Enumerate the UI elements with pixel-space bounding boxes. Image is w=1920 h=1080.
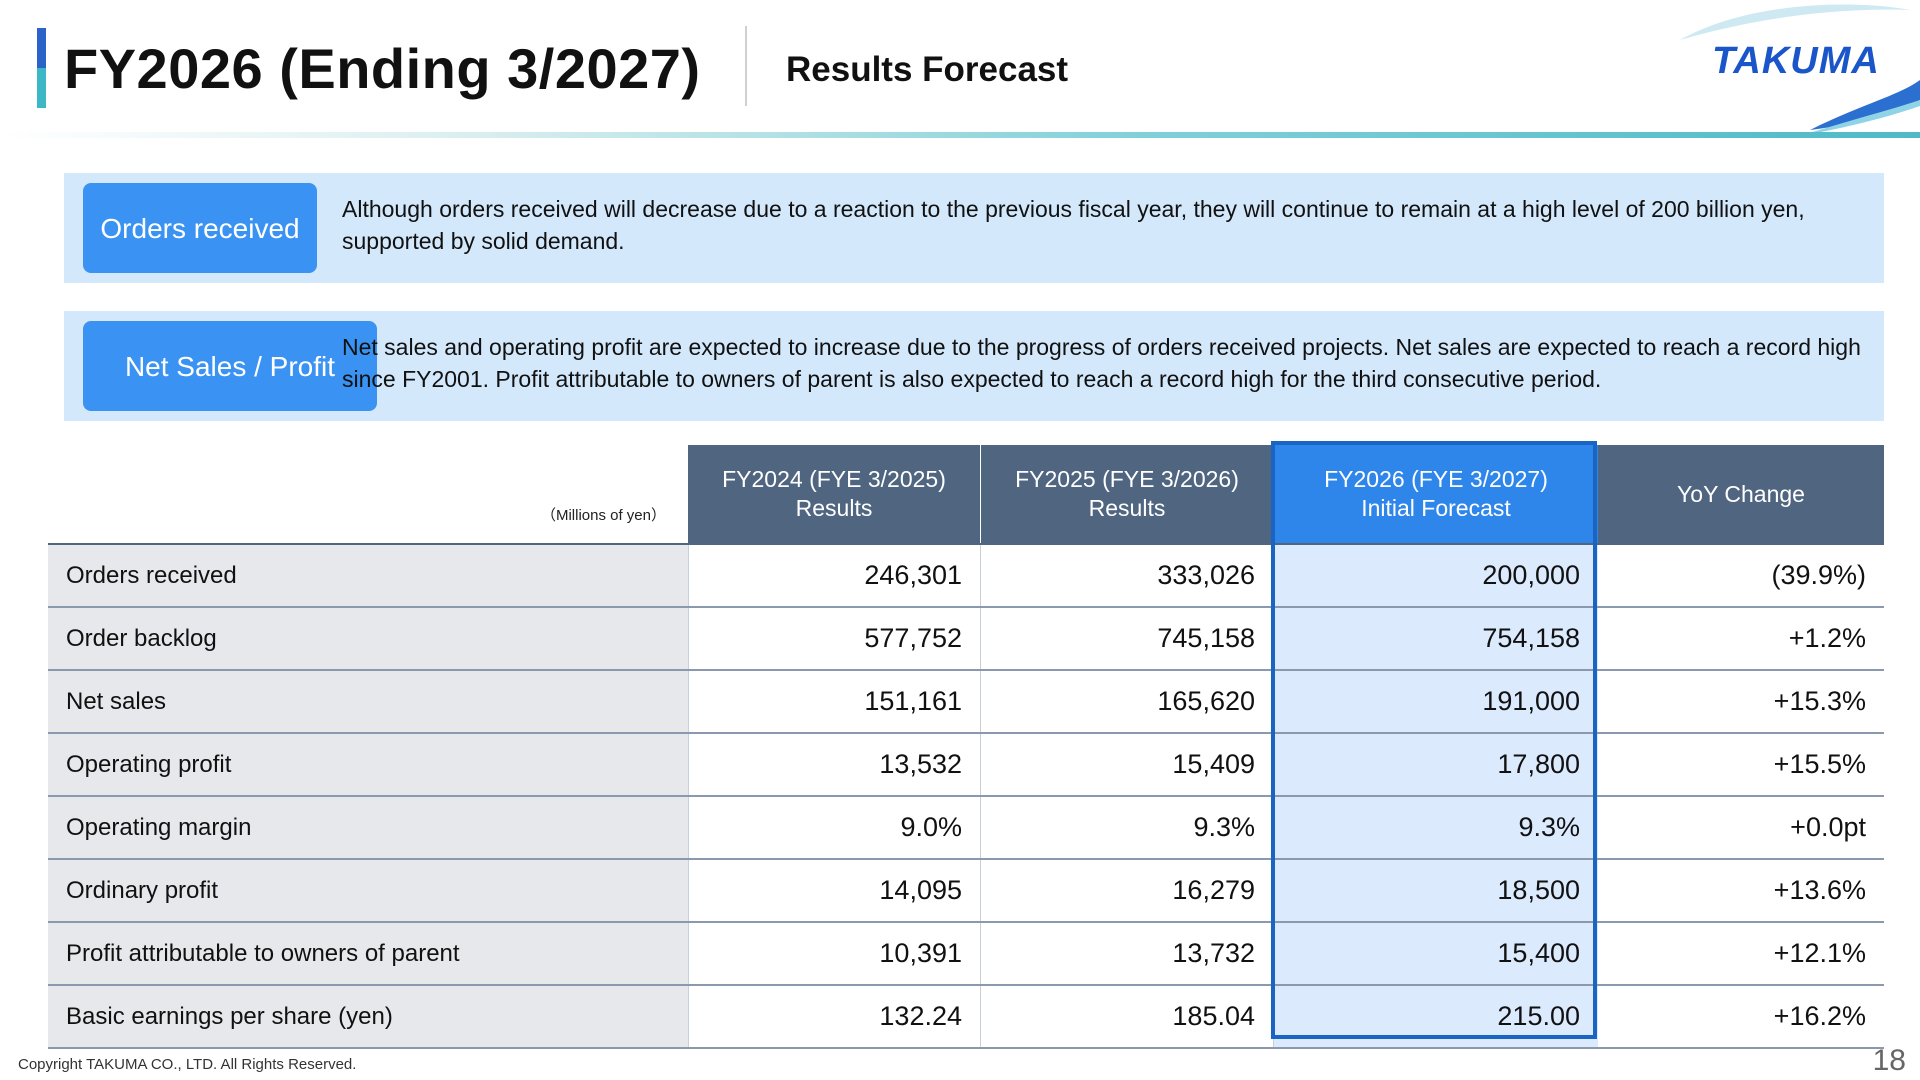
column-header-yoy: YoY Change [1598,445,1884,543]
table-cell: 191,000 [1274,671,1598,732]
table-cell: 246,301 [864,560,962,590]
units-label: （Millions of yen） [540,507,666,524]
column-header-line: Results [795,495,873,521]
header-divider-line [0,132,1920,138]
table-cell: (39.9%) [1771,560,1866,590]
table-cell: 333,026 [1157,560,1255,590]
table-cell: 9.3% [1193,812,1255,842]
table-cell: +15.3% [1773,686,1866,716]
table-cell: +12.1% [1773,938,1866,968]
table-cell: 165,620 [1157,686,1255,716]
table-cell: 15,400 [1274,923,1598,984]
row-label: Basic earnings per share (yen) [48,986,688,1047]
column-header-fy2024: FY2024 (FYE 3/2025) Results [688,445,980,543]
cell-divider [980,797,981,858]
column-header-fy2025: FY2025 (FYE 3/2026) Results [981,445,1273,543]
row-label: Operating margin [48,797,688,858]
table-cell: 18,500 [1274,860,1598,921]
logo-swoosh-graphic [1680,4,1920,136]
row-label: Orders received [48,545,688,606]
page-subtitle: Results Forecast [786,50,1069,89]
page-number: 18 [1872,1044,1906,1077]
table-row: Order backlog 577,752 745,158 754,158 +1.2% [48,608,1884,671]
info-text: Net sales and operating profit are expec… [342,334,1861,392]
table-cell: 14,095 [879,875,962,905]
table-row: Operating margin 9.0% 9.3% 9.3% +0.0pt [48,797,1884,860]
column-header-line: Initial Forecast [1361,495,1511,521]
table-cell: 13,732 [1172,938,1255,968]
cell-divider [688,860,689,921]
table-cell: 132.24 [879,1001,962,1031]
row-label: Profit attributable to owners of parent [48,923,688,984]
title-accent-bar [37,28,46,108]
cell-divider [688,671,689,732]
column-header-line: Results [1088,495,1166,521]
cell-divider [980,923,981,984]
info-text: Although orders received will decrease d… [342,196,1805,254]
cell-divider [980,734,981,795]
cell-divider [688,734,689,795]
cell-divider [980,860,981,921]
table-row: Operating profit 13,532 15,409 17,800 +15.5% [48,734,1884,797]
table-cell: 16,279 [1172,875,1255,905]
company-logo: TAKUMA [1712,40,1880,82]
cell-divider [980,671,981,732]
table-cell: 10,391 [879,938,962,968]
table-cell: 185.04 [1172,1001,1255,1031]
table-row: Orders received 246,301 333,026 200,000 (39.… [48,545,1884,608]
table-cell: +0.0pt [1790,812,1866,842]
table-cell: 9.3% [1274,797,1598,858]
title-divider [745,26,747,106]
table-cell: 215.00 [1274,986,1598,1047]
table-row: Net sales 151,161 165,620 191,000 +15.3% [48,671,1884,734]
column-header-fy2026-forecast: FY2026 (FYE 3/2027) Initial Forecast [1274,445,1598,543]
cell-divider [688,608,689,669]
table-cell: 9.0% [900,812,962,842]
cell-divider [688,797,689,858]
row-label: Ordinary profit [48,860,688,921]
column-header-line: YoY Change [1677,480,1805,507]
table-cell: 200,000 [1274,545,1598,606]
cell-divider [980,986,981,1047]
cell-divider [980,608,981,669]
table-row: Profit attributable to owners of parent 1… [48,923,1884,986]
info-badge: Net Sales / Profit [83,321,377,411]
info-badge: Orders received [83,183,317,273]
table-row: Ordinary profit 14,095 16,279 18,500 +13.6% [48,860,1884,923]
table-cell: 151,161 [864,686,962,716]
header-underline [48,543,1884,545]
info-orders-received: Orders received Although orders received… [64,173,1884,283]
cell-divider [980,545,981,606]
column-header-line: FY2024 (FYE 3/2025) [722,466,946,492]
table-cell: +13.6% [1773,875,1866,905]
cell-divider [688,986,689,1047]
copyright-text: Copyright TAKUMA CO., LTD. All Rights Re… [18,1056,357,1073]
row-label: Net sales [48,671,688,732]
table-cell: +16.2% [1773,1001,1866,1031]
page-title: FY2026 (Ending 3/2027) [64,37,701,100]
units-label-cell: （Millions of yen） [48,445,688,543]
column-header-line: FY2025 (FYE 3/2026) [1015,466,1239,492]
table-cell: +15.5% [1773,749,1866,779]
cell-divider [688,923,689,984]
row-label: Order backlog [48,608,688,669]
table-cell: 754,158 [1274,608,1598,669]
column-header-line: FY2026 (FYE 3/2027) [1324,466,1548,492]
row-label: Operating profit [48,734,688,795]
info-net-sales-profit: Net Sales / Profit Net sales and operati… [64,311,1884,421]
cell-divider [688,545,689,606]
table-cell: 15,409 [1172,749,1255,779]
table-cell: 13,532 [879,749,962,779]
table-cell: 745,158 [1157,623,1255,653]
table-cell: 17,800 [1274,734,1598,795]
table-cell: +1.2% [1788,623,1866,653]
table-cell: 577,752 [864,623,962,653]
table-row: Basic earnings per share (yen) 132.24 185.… [48,986,1884,1049]
